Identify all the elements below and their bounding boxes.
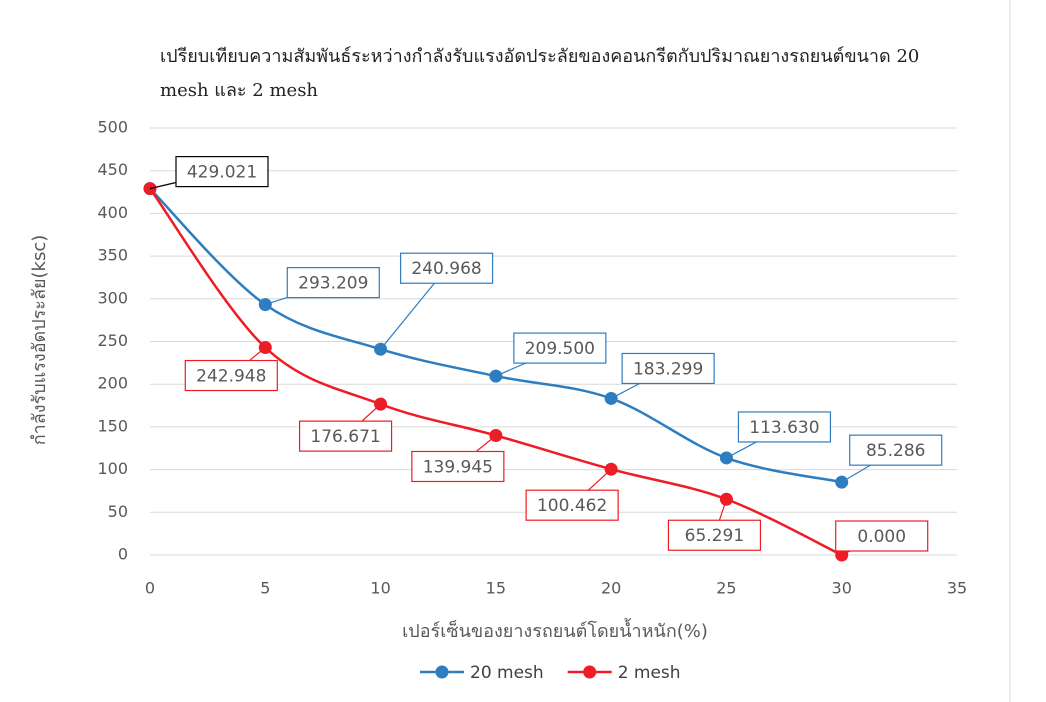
callout-box xyxy=(835,520,929,552)
y-tick-label: 350 xyxy=(97,246,128,265)
x-tick-label: 35 xyxy=(947,579,967,598)
x-tick-label: 30 xyxy=(832,579,852,598)
x-tick-label: 20 xyxy=(601,579,621,598)
data-label: 429.021 xyxy=(187,163,257,183)
callout-box xyxy=(175,156,269,188)
callout-box xyxy=(513,332,607,364)
y-tick-label: 0 xyxy=(118,545,128,564)
y-tick-label: 100 xyxy=(97,459,128,478)
legend-label: 2 mesh xyxy=(618,663,681,683)
y-tick-label: 450 xyxy=(97,160,128,179)
y-tick-label: 50 xyxy=(108,502,128,521)
x-tick-label: 5 xyxy=(260,579,270,598)
callout-box xyxy=(737,411,832,443)
data-label: 100.462 xyxy=(537,496,607,516)
data-label: 240.968 xyxy=(411,259,481,279)
callout-box xyxy=(184,359,278,392)
x-tick-label: 15 xyxy=(486,579,506,598)
data-label: 139.945 xyxy=(423,457,493,477)
x-tick-label: 25 xyxy=(716,579,736,598)
data-label: 183.299 xyxy=(633,359,703,379)
callout-box xyxy=(525,489,619,521)
data-label: 242.948 xyxy=(196,367,266,387)
callout-box xyxy=(411,450,505,483)
callout-box xyxy=(399,252,494,284)
callout-box xyxy=(298,420,393,452)
callout-box xyxy=(667,519,762,551)
data-label: 85.286 xyxy=(866,441,925,461)
chart-title: เปรียบเทียบความสัมพันธ์ระหว่างกำลังรับแร… xyxy=(160,46,920,101)
y-tick-label: 400 xyxy=(97,203,128,222)
data-label: 65.291 xyxy=(685,526,744,546)
y-axis-label: กำลังรับแรงอัดประลัย(ksc) xyxy=(29,235,50,446)
legend-label: 20 mesh xyxy=(470,663,544,683)
data-label: 0.000 xyxy=(857,527,906,547)
data-label: 176.671 xyxy=(310,427,380,447)
data-label: 293.209 xyxy=(298,274,368,294)
legend-marker xyxy=(435,665,449,679)
callout-box xyxy=(849,434,943,466)
legend-marker xyxy=(583,665,597,679)
y-tick-label: 250 xyxy=(97,331,128,350)
y-tick-label: 300 xyxy=(97,288,128,307)
data-label: 113.630 xyxy=(749,418,819,438)
x-tick-label: 10 xyxy=(370,579,390,598)
callout-box xyxy=(621,352,715,385)
data-label: 209.500 xyxy=(525,339,595,359)
y-tick-label: 200 xyxy=(97,374,128,393)
y-tick-label: 150 xyxy=(97,416,128,435)
y-tick-label: 500 xyxy=(97,118,128,137)
x-tick-label: 0 xyxy=(145,579,155,598)
x-axis-label: เปอร์เซ็นของยางรถยนต์โดยน้ำหนัก(%) xyxy=(402,618,708,642)
callout-box xyxy=(286,266,380,299)
